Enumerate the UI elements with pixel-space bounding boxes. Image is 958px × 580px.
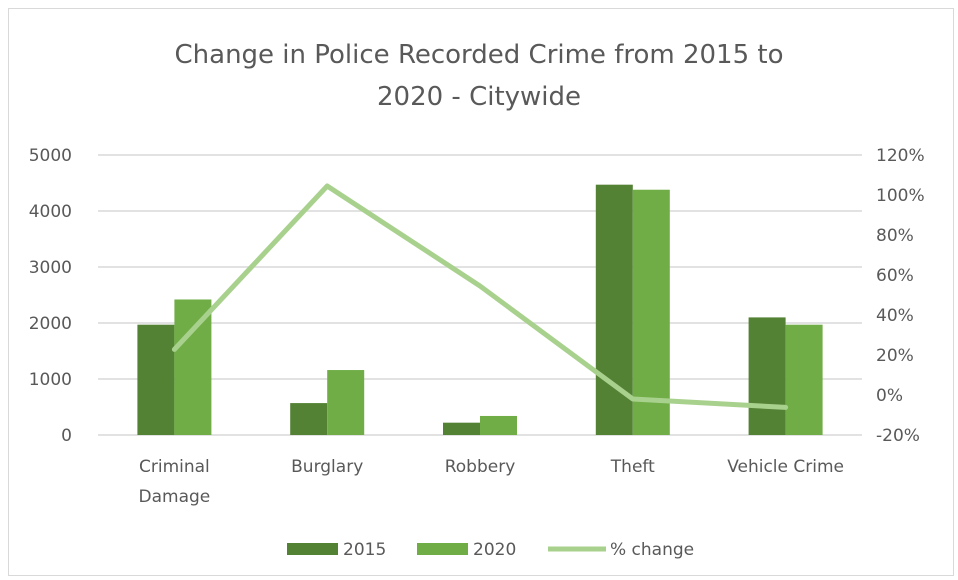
right-tick-label: 0% (876, 386, 903, 406)
bars (137, 184, 823, 435)
right-tick-label: 60% (876, 266, 914, 286)
bar-2020-2 (480, 415, 517, 435)
category-label: Vehicle Crime (727, 457, 844, 477)
chart-title: Change in Police Recorded Crime from 201… (174, 40, 784, 112)
left-tick-label: 4000 (29, 202, 72, 222)
bar-2015-4 (748, 317, 786, 435)
bar-2020-3 (632, 189, 670, 435)
left-axis-ticks: 0 1000 2000 3000 4000 5000 (29, 146, 72, 446)
right-tick-label: 100% (876, 186, 925, 206)
bar-2015-0 (137, 324, 175, 435)
legend-label: % change (610, 540, 694, 560)
left-tick-label: 1000 (29, 370, 72, 390)
category-label: Burglary (291, 457, 363, 477)
bar-2020-4 (785, 324, 823, 435)
line-series (171, 183, 789, 410)
legend-label: 2015 (343, 540, 386, 560)
right-axis-ticks: -20% 0% 20% 40% 60% 80% 100% 120% (876, 146, 925, 446)
category-label: Damage (139, 487, 211, 507)
right-tick-label: 40% (876, 306, 914, 326)
category-labels: Criminal Damage Burglary Robbery Theft Vehicl… (139, 457, 844, 507)
left-tick-label: 2000 (29, 314, 72, 334)
chart-frame (8, 8, 954, 576)
left-tick-label: 0 (61, 426, 72, 446)
legend-swatch (417, 543, 468, 555)
legend-label: 2020 (473, 540, 516, 560)
bar-2020-0 (174, 299, 212, 435)
bar-2015-2 (443, 422, 480, 435)
left-tick-label: 3000 (29, 258, 72, 278)
category-label: Criminal (139, 457, 210, 477)
right-tick-label: -20% (876, 426, 920, 446)
legend: 2015 2020 % change (287, 540, 694, 560)
right-tick-label: 20% (876, 346, 914, 366)
category-label: Theft (610, 457, 655, 477)
category-label: Robbery (445, 457, 516, 477)
percent-change-line (171, 183, 789, 410)
gridlines (98, 154, 862, 436)
bar-2015-1 (290, 403, 328, 435)
legend-swatch (287, 543, 338, 555)
right-tick-label: 120% (876, 146, 925, 166)
bar-2020-1 (327, 370, 365, 435)
left-tick-label: 5000 (29, 146, 72, 166)
right-tick-label: 80% (876, 226, 914, 246)
